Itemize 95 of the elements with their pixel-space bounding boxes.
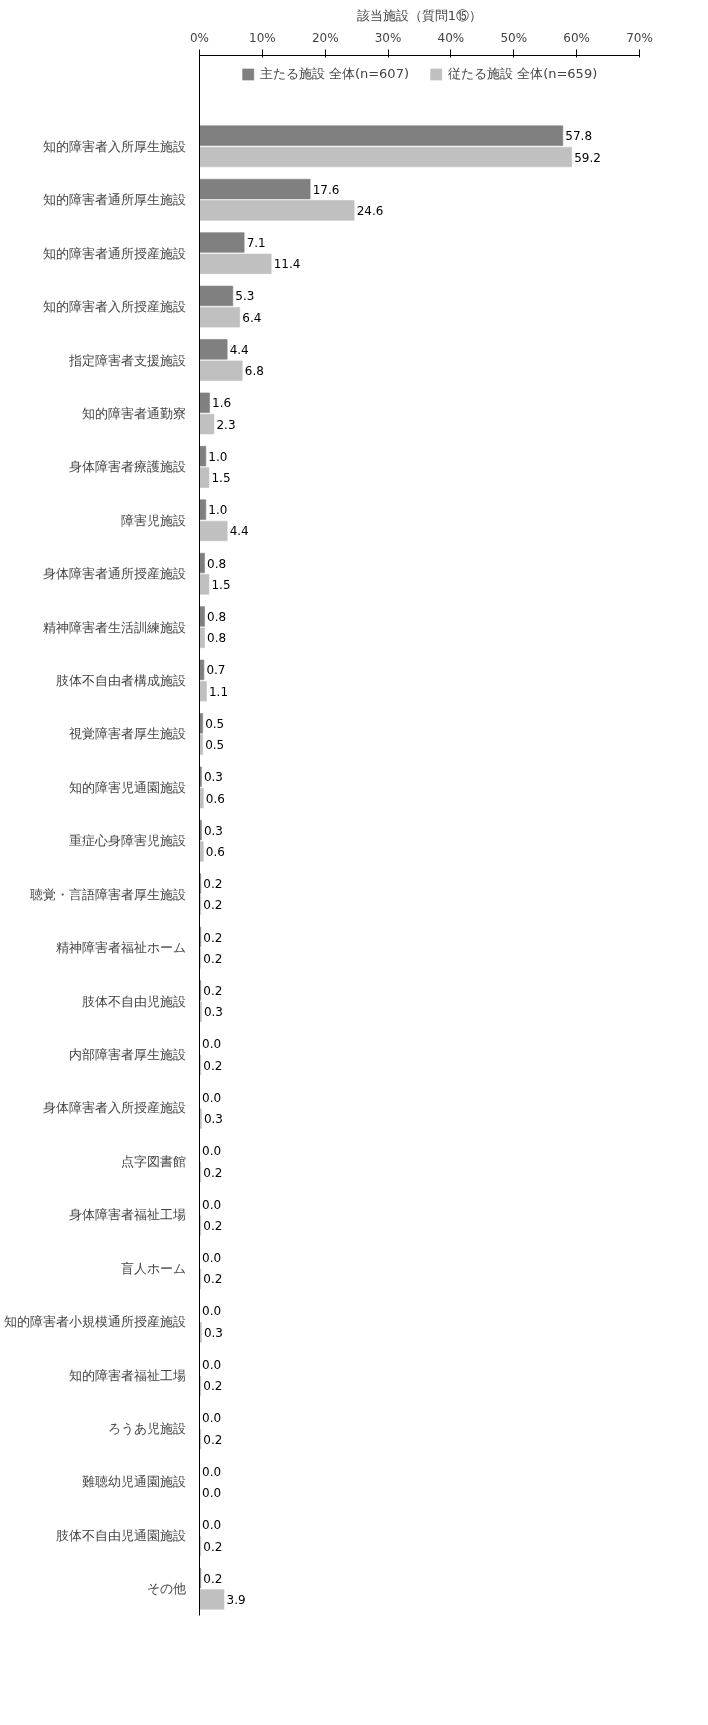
data-label: 5.3 — [235, 289, 255, 304]
y-tick-label: 聴覚・言語障害者厚生施設 — [29, 886, 186, 902]
data-label: 0.8 — [207, 631, 227, 646]
y-tick-label: 精神障害者福祉ホーム — [55, 940, 186, 956]
data-label: 0.2 — [203, 1058, 223, 1073]
data-label: 4.4 — [229, 342, 249, 357]
y-tick-label: 障害児施設 — [120, 512, 186, 528]
data-label: 0.0 — [202, 1197, 222, 1212]
data-label: 0.6 — [205, 791, 225, 806]
data-label: 0.2 — [203, 1539, 223, 1554]
y-tick-label: 視覚障害者厚生施設 — [68, 726, 186, 742]
data-label: 11.4 — [273, 257, 301, 272]
y-tick-label: 知的障害児通園施設 — [68, 779, 186, 795]
data-label: 0.2 — [203, 1571, 223, 1586]
y-tick-label: その他 — [146, 1581, 186, 1597]
x-tick-label: 20% — [311, 30, 339, 45]
data-label: 6.4 — [242, 310, 262, 325]
y-tick-label: 知的障害者通所授産施設 — [42, 245, 186, 261]
data-label: 0.2 — [203, 1165, 223, 1180]
data-label: 17.6 — [312, 182, 340, 197]
data-label: 0.8 — [207, 556, 227, 571]
y-tick-label: 肢体不自由児通園施設 — [55, 1527, 186, 1543]
y-tick-label: 盲人ホーム — [120, 1260, 186, 1276]
y-tick-label: 知的障害者小規模通所授産施設 — [3, 1314, 186, 1330]
data-label: 0.0 — [202, 1518, 222, 1533]
data-label: 7.1 — [246, 235, 266, 250]
data-label: 0.2 — [203, 1272, 223, 1287]
data-label: 0.3 — [203, 1112, 223, 1127]
data-label: 0.2 — [203, 898, 223, 913]
data-label: 0.6 — [205, 845, 225, 860]
data-label: 1.5 — [211, 471, 231, 486]
data-label: 6.8 — [244, 364, 264, 379]
data-label: 24.6 — [356, 203, 384, 218]
data-label: 4.4 — [229, 524, 249, 539]
data-label: 57.8 — [565, 129, 593, 144]
data-label: 0.0 — [202, 1037, 222, 1052]
y-tick-label: 知的障害者入所厚生施設 — [42, 138, 186, 154]
y-tick-label: 精神障害者生活訓練施設 — [42, 619, 186, 635]
y-tick-label: 身体障害者療護施設 — [68, 459, 186, 475]
data-label: 0.0 — [202, 1251, 222, 1266]
y-tick-label: 点字図書館 — [120, 1153, 186, 1169]
x-tick-label: 70% — [626, 30, 653, 45]
data-label: 1.0 — [208, 503, 228, 518]
data-label: 0.3 — [203, 823, 223, 838]
y-tick-label: 難聴幼児通園施設 — [81, 1474, 186, 1490]
data-label: 0.0 — [202, 1411, 222, 1426]
data-label: 0.2 — [203, 1379, 223, 1394]
data-label: 0.3 — [203, 1005, 223, 1020]
y-tick-label: 知的障害者福祉工場 — [68, 1367, 186, 1383]
data-label: 0.2 — [203, 1219, 223, 1233]
legend-label: 主たる施設 全体(n=607) — [259, 65, 409, 83]
x-tick-label: 40% — [437, 30, 465, 45]
data-label: 1.5 — [211, 577, 231, 592]
y-tick-label: 指定障害者支援施設 — [67, 352, 186, 368]
data-label: 0.3 — [203, 1325, 223, 1340]
data-label: 0.0 — [202, 1357, 222, 1372]
y-tick-label: ろうあ児施設 — [107, 1421, 186, 1437]
y-tick-label: 肢体不自由児施設 — [81, 993, 186, 1009]
data-label: 1.0 — [208, 449, 228, 464]
data-label: 0.0 — [202, 1464, 222, 1479]
data-label: 0.0 — [202, 1304, 222, 1319]
data-label: 0.3 — [203, 770, 223, 785]
data-label: 59.2 — [574, 150, 601, 165]
chart-title: 該当施設（質問1⑮） — [356, 7, 483, 23]
data-label: 0.5 — [205, 716, 225, 731]
legend-label: 従たる施設 全体(n=659) — [448, 65, 598, 83]
y-tick-label: 肢体不自由者構成施設 — [55, 673, 186, 689]
data-label: 1.6 — [212, 396, 232, 411]
y-tick-label: 知的障害者入所授産施設 — [42, 299, 186, 315]
x-tick-label: 60% — [563, 30, 590, 45]
data-label: 0.7 — [206, 663, 226, 678]
x-tick-label: 30% — [374, 30, 402, 45]
data-label: 0.0 — [202, 1486, 222, 1501]
y-tick-label: 重症心身障害児施設 — [68, 833, 186, 849]
data-label: 3.9 — [226, 1592, 246, 1607]
data-label: 0.2 — [203, 1432, 223, 1447]
y-tick-label: 知的障害者通所厚生施設 — [42, 192, 186, 208]
data-label: 0.2 — [203, 877, 223, 892]
x-tick-label: 10% — [249, 30, 276, 45]
y-tick-label: 身体障害者通所授産施設 — [42, 566, 186, 582]
data-label: 0.0 — [202, 1090, 222, 1105]
y-tick-label: 内部障害者厚生施設 — [68, 1047, 186, 1063]
data-label: 0.8 — [207, 609, 227, 624]
data-label: 0.2 — [203, 930, 223, 945]
y-tick-label: 身体障害者入所授産施設 — [42, 1100, 186, 1116]
data-label: 0.5 — [205, 738, 225, 753]
x-tick-label: 0% — [189, 30, 210, 45]
data-label: 0.2 — [203, 951, 223, 966]
data-label: 0.2 — [203, 983, 223, 998]
data-label: 1.1 — [208, 684, 229, 699]
data-label: 2.3 — [216, 417, 236, 432]
data-label: 0.0 — [202, 1144, 222, 1159]
y-tick-label: 知的障害者通勤寮 — [81, 405, 186, 421]
y-tick-label: 身体障害者福祉工場 — [68, 1207, 186, 1223]
x-tick-label: 50% — [500, 30, 528, 45]
